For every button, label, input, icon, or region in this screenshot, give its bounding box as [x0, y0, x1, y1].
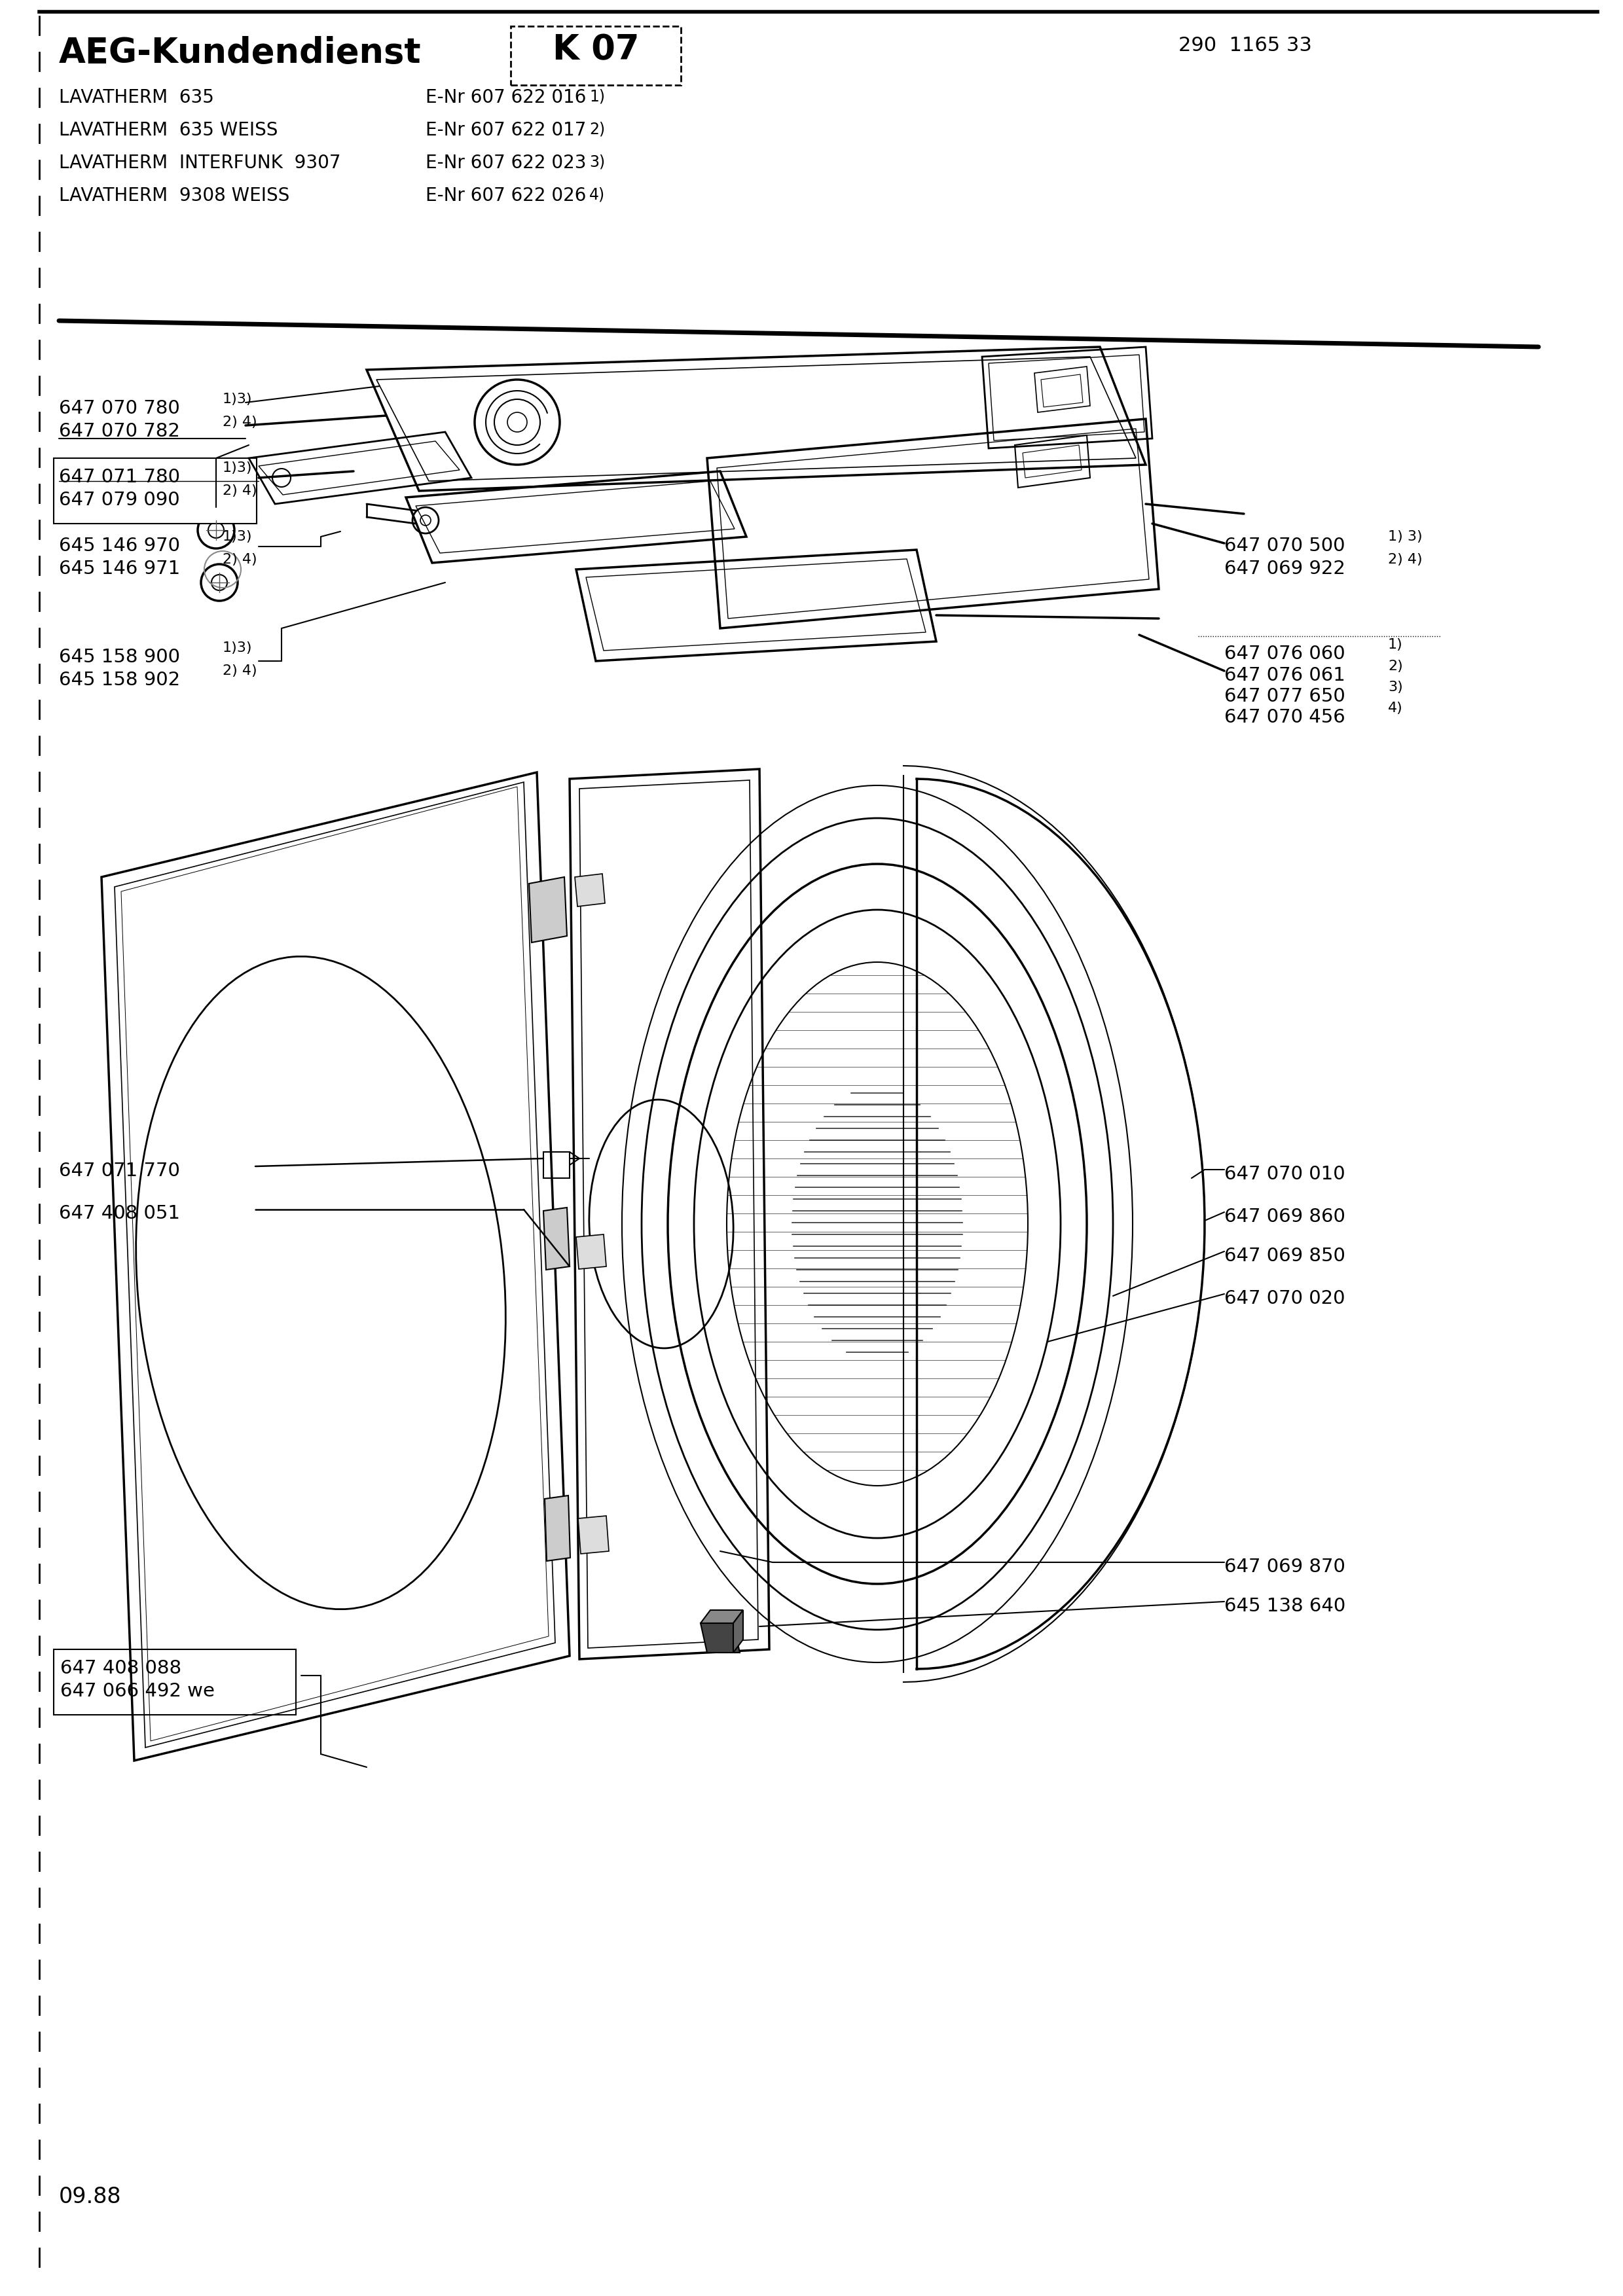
Text: 647 069 850: 647 069 850: [1224, 1247, 1345, 1265]
Text: 4): 4): [1388, 703, 1402, 714]
Bar: [54, 459, 256, 523]
Text: E-Nr 607 622 017: E-Nr 607 622 017: [425, 122, 586, 140]
Bar: [54, 1649, 295, 1715]
Text: E-Nr 607 622 023: E-Nr 607 622 023: [425, 154, 586, 172]
Text: 647 070 020: 647 070 020: [1224, 1290, 1345, 1309]
Polygon shape: [575, 875, 605, 907]
Text: 2) 4): 2) 4): [222, 553, 256, 567]
Text: 645 146 971: 645 146 971: [58, 560, 180, 579]
Text: 647 071 780: 647 071 780: [58, 468, 180, 487]
Text: 647 069 860: 647 069 860: [1224, 1208, 1345, 1226]
Text: 3): 3): [1388, 680, 1402, 693]
Text: 647 066 492 we: 647 066 492 we: [60, 1683, 214, 1701]
Polygon shape: [578, 1515, 609, 1554]
Text: 647 070 780: 647 070 780: [58, 400, 180, 418]
Text: 1)3): 1)3): [222, 530, 253, 544]
Polygon shape: [545, 1495, 570, 1561]
Polygon shape: [734, 1609, 743, 1653]
Text: E-Nr 607 622 026: E-Nr 607 622 026: [425, 186, 586, 204]
Text: 1)3): 1)3): [222, 393, 253, 406]
Text: 1): 1): [1388, 638, 1402, 652]
Polygon shape: [701, 1623, 740, 1653]
Text: 09.88: 09.88: [58, 2186, 122, 2209]
Text: 645 138 640: 645 138 640: [1224, 1598, 1345, 1616]
Text: 647 071 770: 647 071 770: [58, 1162, 180, 1180]
Text: LAVATHERM  INTERFUNK  9307: LAVATHERM INTERFUNK 9307: [58, 154, 341, 172]
Text: 2) 4): 2) 4): [222, 664, 256, 677]
Text: 647 079 090: 647 079 090: [58, 491, 180, 510]
Text: 2) 4): 2) 4): [1388, 553, 1422, 567]
Text: LAVATHERM  9308 WEISS: LAVATHERM 9308 WEISS: [58, 186, 289, 204]
Text: 647 069 922: 647 069 922: [1224, 560, 1345, 579]
Text: 290  1165 33: 290 1165 33: [1178, 37, 1311, 55]
Text: 645 146 970: 645 146 970: [58, 537, 180, 556]
Text: K 07: K 07: [552, 32, 639, 67]
Polygon shape: [576, 1235, 607, 1270]
Text: AEG-Kundendienst: AEG-Kundendienst: [58, 37, 422, 71]
Text: LAVATHERM  635 WEISS: LAVATHERM 635 WEISS: [58, 122, 278, 140]
Text: 647 408 088: 647 408 088: [60, 1660, 182, 1678]
Text: 2): 2): [1388, 659, 1402, 673]
Text: 647 070 500: 647 070 500: [1224, 537, 1345, 556]
Text: 2) 4): 2) 4): [222, 484, 256, 498]
Text: 2): 2): [589, 122, 605, 138]
Text: 645 158 900: 645 158 900: [58, 647, 180, 666]
Text: 647 408 051: 647 408 051: [58, 1205, 180, 1221]
Text: 647 070 782: 647 070 782: [58, 422, 180, 441]
Text: 1) 3): 1) 3): [1388, 530, 1422, 544]
Text: 3): 3): [589, 154, 605, 170]
Text: 647 077 650: 647 077 650: [1224, 687, 1345, 705]
Text: 647 069 870: 647 069 870: [1224, 1557, 1345, 1575]
Text: 647 076 060: 647 076 060: [1224, 645, 1345, 664]
Text: 645 158 902: 645 158 902: [58, 670, 180, 689]
Text: LAVATHERM  635: LAVATHERM 635: [58, 87, 214, 106]
Text: 2) 4): 2) 4): [222, 416, 256, 429]
Text: 1)3): 1)3): [222, 461, 253, 475]
Polygon shape: [544, 1208, 570, 1270]
Text: 4): 4): [589, 186, 605, 202]
Polygon shape: [529, 877, 566, 941]
Text: 647 070 456: 647 070 456: [1224, 707, 1345, 726]
Polygon shape: [701, 1609, 743, 1623]
Text: 647 070 010: 647 070 010: [1224, 1164, 1345, 1182]
Text: E-Nr 607 622 016: E-Nr 607 622 016: [425, 87, 586, 106]
Bar: [511, 25, 682, 85]
Text: 1)3): 1)3): [222, 641, 253, 654]
Text: 647 076 061: 647 076 061: [1224, 666, 1345, 684]
Text: 1): 1): [589, 87, 605, 103]
